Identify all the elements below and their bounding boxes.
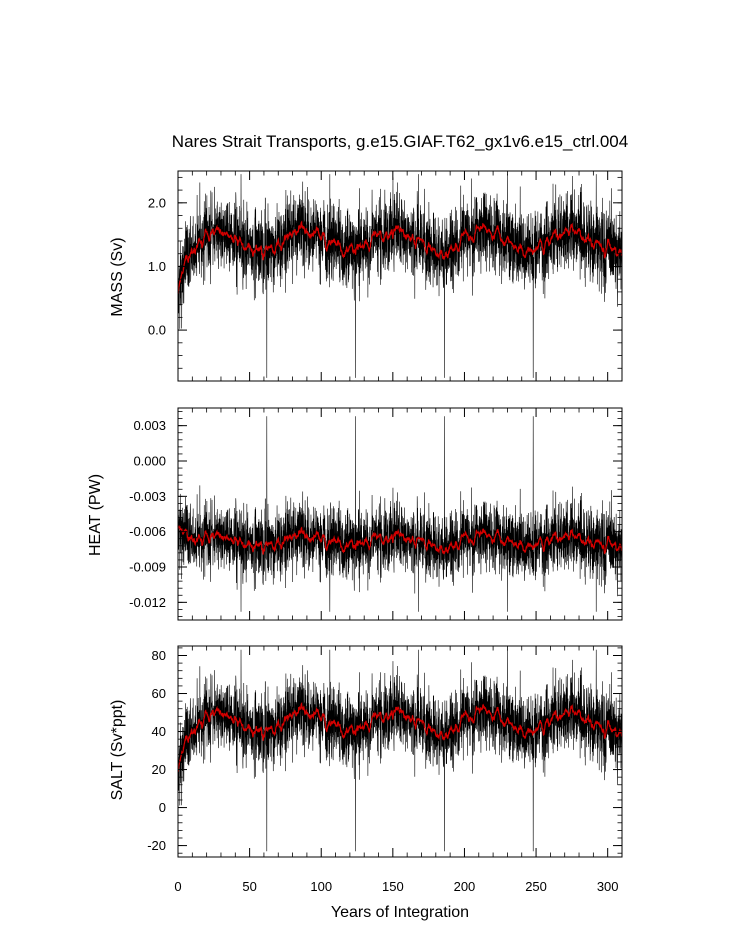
heat-smoothed-series [177, 524, 623, 555]
salt-ytick-label: 80 [152, 648, 166, 663]
salt-ytick-label: -20 [147, 838, 166, 853]
x-tick-label: 150 [382, 879, 404, 894]
heat-ylabel: HEAT (PW) [87, 474, 104, 556]
heat-ytick-label: -0.006 [129, 524, 166, 539]
heat-ytick-label: 0.003 [133, 418, 166, 433]
x-tick-label: 200 [454, 879, 476, 894]
chart-title: Nares Strait Transports, g.e15.GIAF.T62_… [172, 132, 628, 151]
x-tick-label: 100 [310, 879, 332, 894]
heat-ytick-label: -0.003 [129, 489, 166, 504]
panel-mass: MASS (Sv) 0.0 1.0 2.0 [109, 170, 623, 382]
x-axis-label: Years of Integration [331, 904, 469, 921]
x-tick-label: 300 [597, 879, 619, 894]
mass-ytick-label: 0.0 [148, 323, 166, 338]
heat-ytick-label: -0.012 [129, 595, 166, 610]
x-tick-label: 0 [174, 879, 181, 894]
salt-ytick-label: 40 [152, 724, 166, 739]
heat-ytick-label: -0.009 [129, 560, 166, 575]
panel-salt: SALT (Sv*ppt) -20 0 20 40 60 80 [109, 645, 623, 858]
mass-ytick-label: 1.0 [148, 259, 166, 274]
x-tick-label: 50 [242, 879, 256, 894]
heat-raw-series [177, 416, 623, 612]
salt-raw-series [177, 649, 623, 852]
panel-heat: HEAT (PW) -0.012 -0.009 -0.006 -0.003 0.000 0… [87, 407, 623, 621]
mass-plot-frame [177, 170, 623, 382]
mass-smoothed-series [177, 220, 623, 294]
salt-plot-frame [177, 645, 623, 858]
salt-smoothed-series [177, 702, 623, 772]
x-tick-labels: 0 50 100 150 200 250 300 [174, 879, 618, 894]
mass-ytick-label: 2.0 [148, 195, 166, 210]
mass-ylabel: MASS (Sv) [109, 237, 126, 316]
heat-plot-frame [177, 407, 623, 621]
salt-ytick-label: 60 [152, 686, 166, 701]
salt-ytick-label: 0 [159, 800, 166, 815]
x-tick-label: 250 [525, 879, 547, 894]
heat-ytick-label: 0.000 [133, 454, 166, 469]
salt-ytick-label: 20 [152, 762, 166, 777]
mass-raw-series [177, 174, 623, 378]
salt-ylabel: SALT (Sv*ppt) [109, 700, 126, 801]
